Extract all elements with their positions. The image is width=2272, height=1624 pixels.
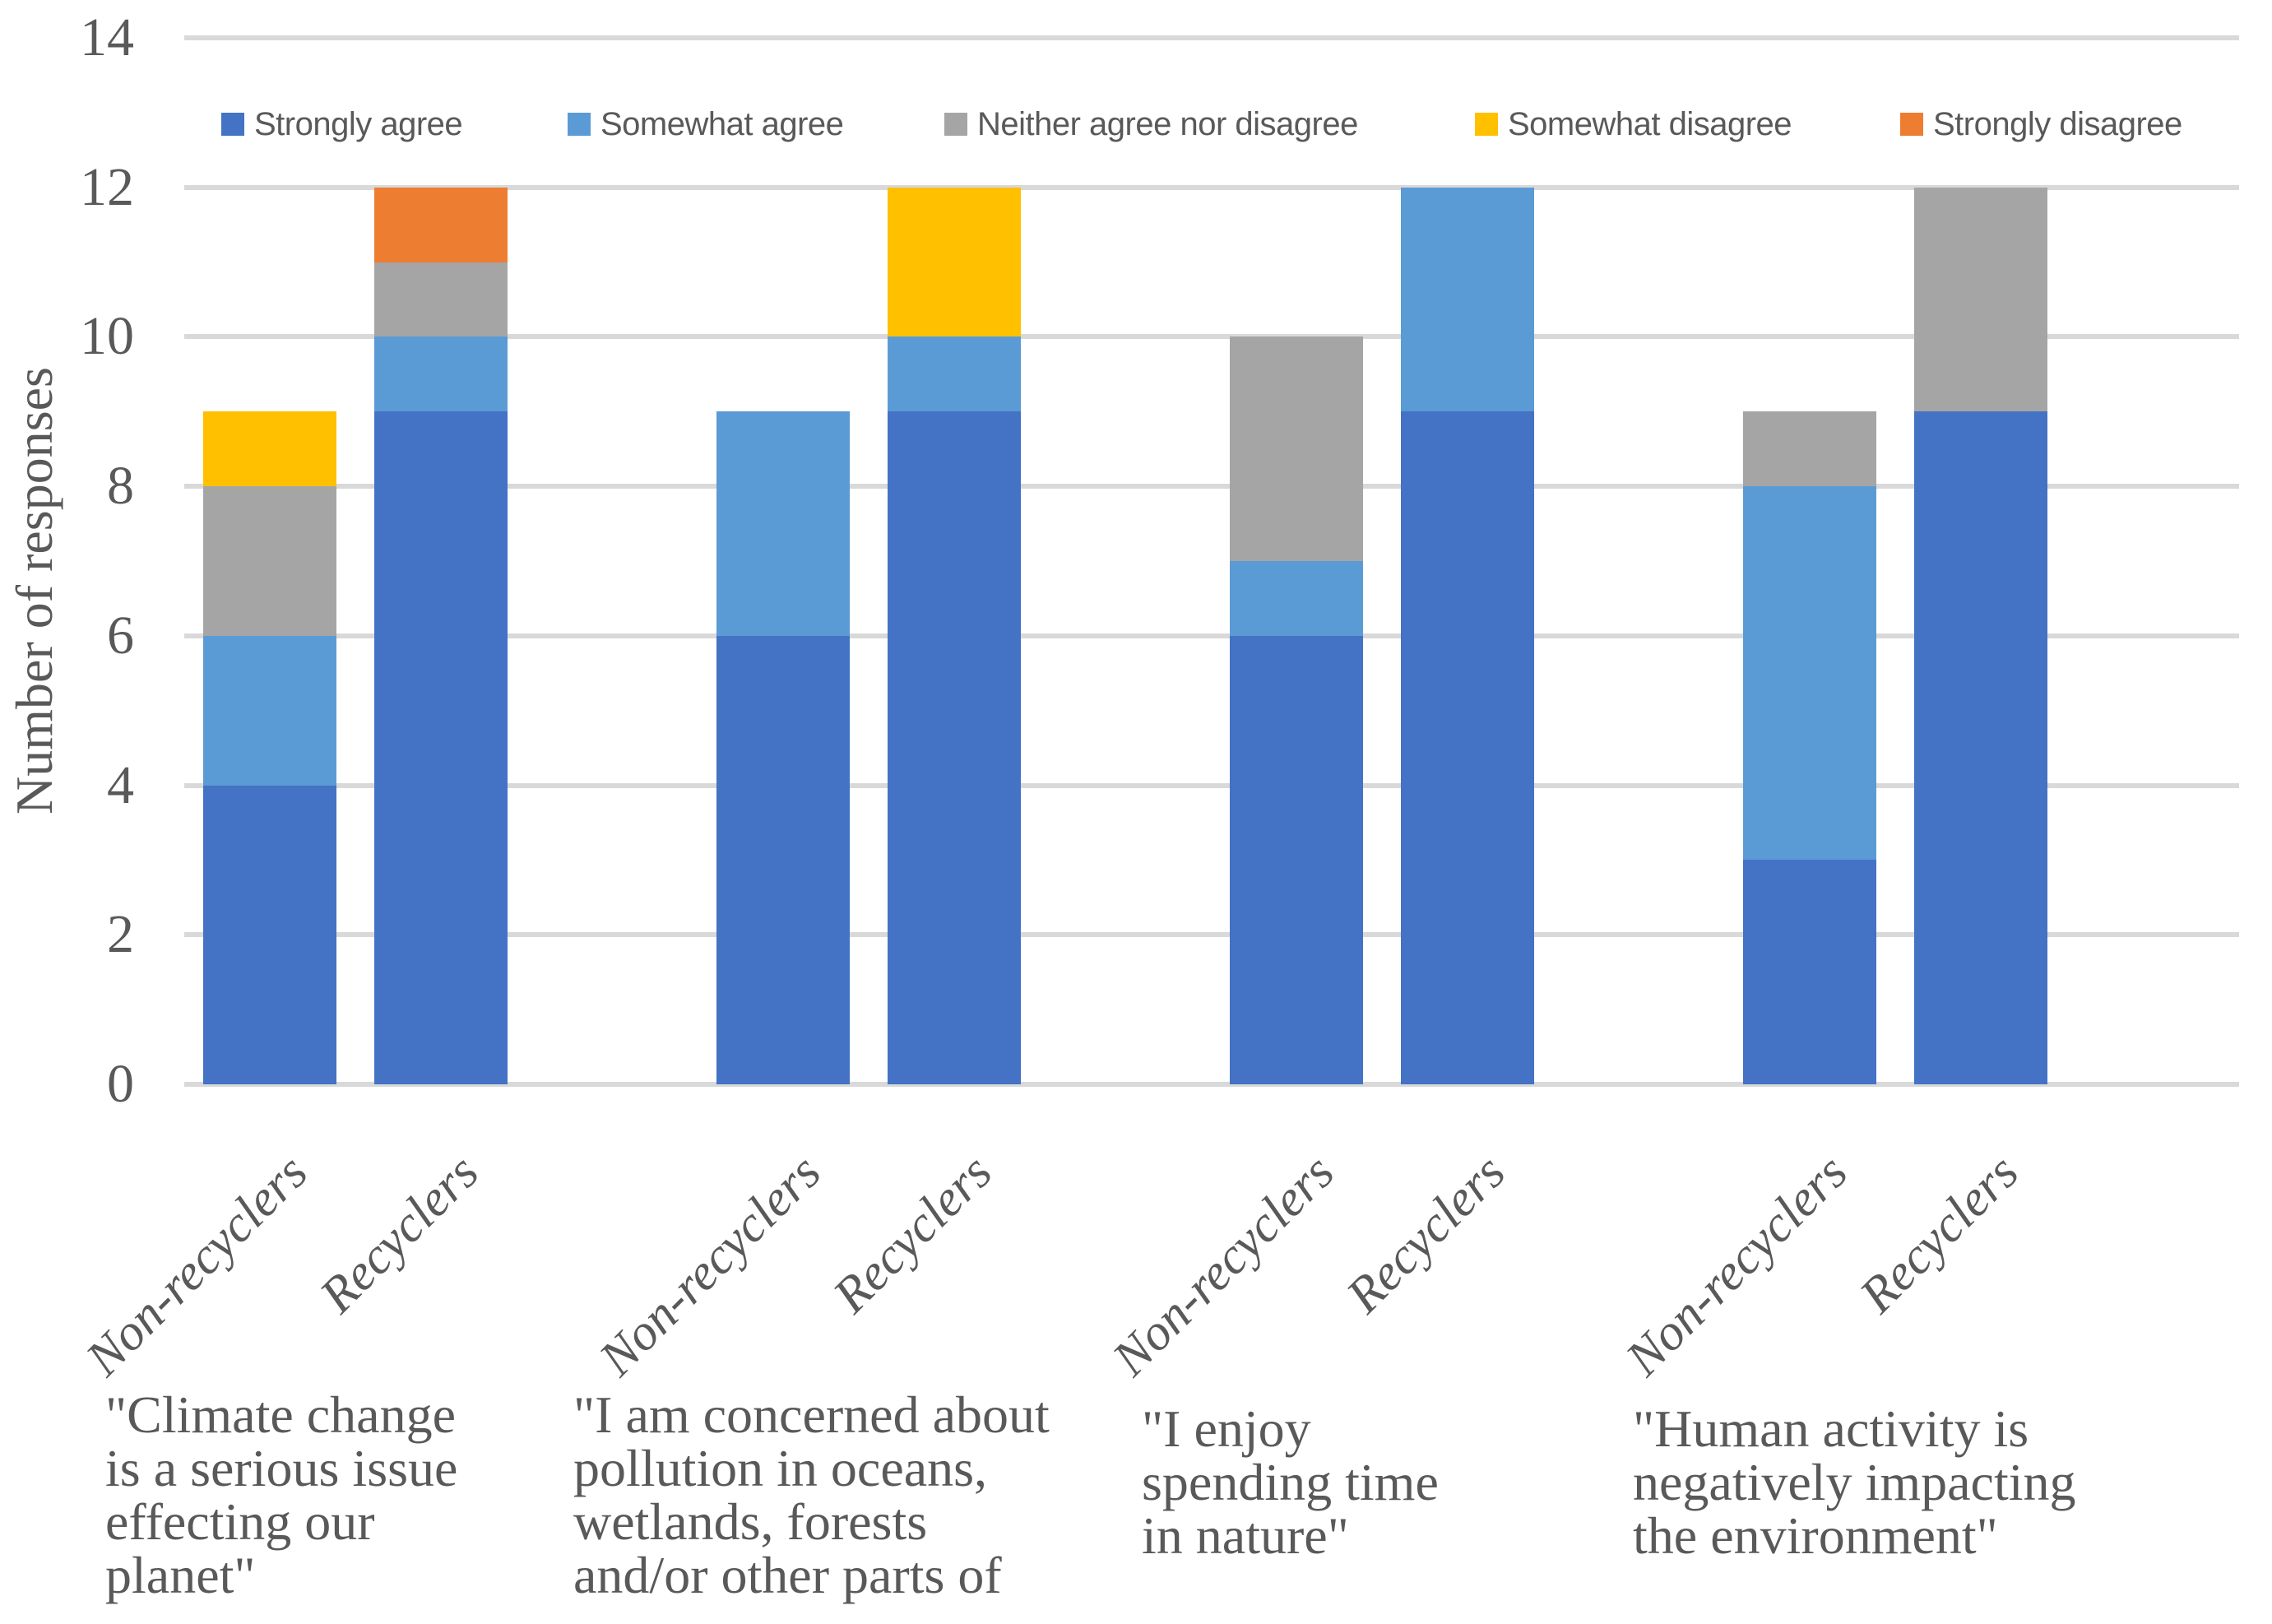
- bar-segment-somewhat-agree: [1230, 561, 1363, 636]
- legend-label: Strongly disagree: [1933, 105, 2182, 142]
- question-caption: "I enjoy spending time in nature": [1142, 1399, 1439, 1565]
- gridline-y-2: [184, 932, 2239, 938]
- bar-segment-neither-agree-nor-disagree: [374, 262, 508, 337]
- bar-segment-strongly-disagree: [374, 187, 508, 262]
- y-tick-label: 10: [80, 306, 134, 367]
- gridline-y-8: [184, 484, 2239, 490]
- legend-swatch-icon: [1900, 113, 1923, 136]
- y-tick-label: 12: [80, 156, 134, 217]
- y-tick-label: 14: [80, 7, 134, 67]
- bar-segment-strongly-agree: [1230, 635, 1363, 1084]
- question-caption: "Human activity is negatively impacting …: [1633, 1399, 2076, 1565]
- gridline-y-12: [184, 184, 2239, 190]
- bar-segment-somewhat-disagree: [888, 187, 1021, 337]
- bar-segment-strongly-agree: [1401, 411, 1534, 1084]
- legend-label: Strongly agree: [254, 105, 463, 142]
- legend-swatch-icon: [1475, 113, 1498, 136]
- gridline-y-4: [184, 782, 2239, 788]
- legend-swatch-icon: [568, 113, 591, 136]
- bar-segment-somewhat-agree: [888, 336, 1021, 412]
- gridline-y-0: [184, 1082, 2239, 1087]
- bar-segment-somewhat-agree: [1743, 486, 1876, 861]
- gridline-y-6: [184, 633, 2239, 638]
- bar-segment-neither-agree-nor-disagree: [1914, 187, 2047, 412]
- legend-item-somewhat-disagree: Somewhat disagree: [1475, 105, 1792, 143]
- bar-segment-strongly-agree: [203, 785, 336, 1084]
- bar-segment-neither-agree-nor-disagree: [1230, 336, 1363, 561]
- legend-item-neither-agree-nor-disagree: Neither agree nor disagree: [944, 105, 1358, 143]
- y-tick-label: 0: [107, 1054, 134, 1114]
- legend-label: Somewhat disagree: [1508, 105, 1792, 142]
- question-caption: "I am concerned about pollution in ocean…: [573, 1385, 1050, 1604]
- y-tick-label: 6: [107, 605, 134, 666]
- bar-segment-somewhat-agree: [1401, 187, 1534, 412]
- legend-label: Neither agree nor disagree: [977, 105, 1358, 142]
- gridline-y-10: [184, 334, 2239, 340]
- legend-swatch-icon: [221, 113, 244, 136]
- bar-segment-strongly-agree: [1743, 860, 1876, 1084]
- bar-segment-strongly-agree: [888, 411, 1021, 1084]
- bar-segment-somewhat-agree: [716, 411, 850, 636]
- y-tick-label: 4: [107, 754, 134, 815]
- gridline-y-14: [184, 35, 2239, 40]
- bar-segment-strongly-agree: [374, 411, 508, 1084]
- legend-item-somewhat-agree: Somewhat agree: [568, 105, 844, 143]
- bar-segment-somewhat-agree: [374, 336, 508, 412]
- y-tick-label: 2: [107, 904, 134, 965]
- legend-swatch-icon: [944, 113, 967, 136]
- bar-segment-strongly-agree: [716, 635, 850, 1084]
- bar-segment-somewhat-agree: [203, 635, 336, 786]
- y-tick-label: 8: [107, 456, 134, 517]
- question-caption: "Climate change is a serious issue effec…: [105, 1385, 458, 1604]
- y-axis-title: Number of responses: [5, 367, 63, 814]
- legend-item-strongly-disagree: Strongly disagree: [1900, 105, 2182, 143]
- bar-segment-somewhat-disagree: [203, 411, 336, 487]
- bar-segment-neither-agree-nor-disagree: [203, 486, 336, 636]
- bar-segment-neither-agree-nor-disagree: [1743, 411, 1876, 487]
- bar-segment-strongly-agree: [1914, 411, 2047, 1084]
- legend-item-strongly-agree: Strongly agree: [221, 105, 463, 143]
- legend-label: Somewhat agree: [600, 105, 844, 142]
